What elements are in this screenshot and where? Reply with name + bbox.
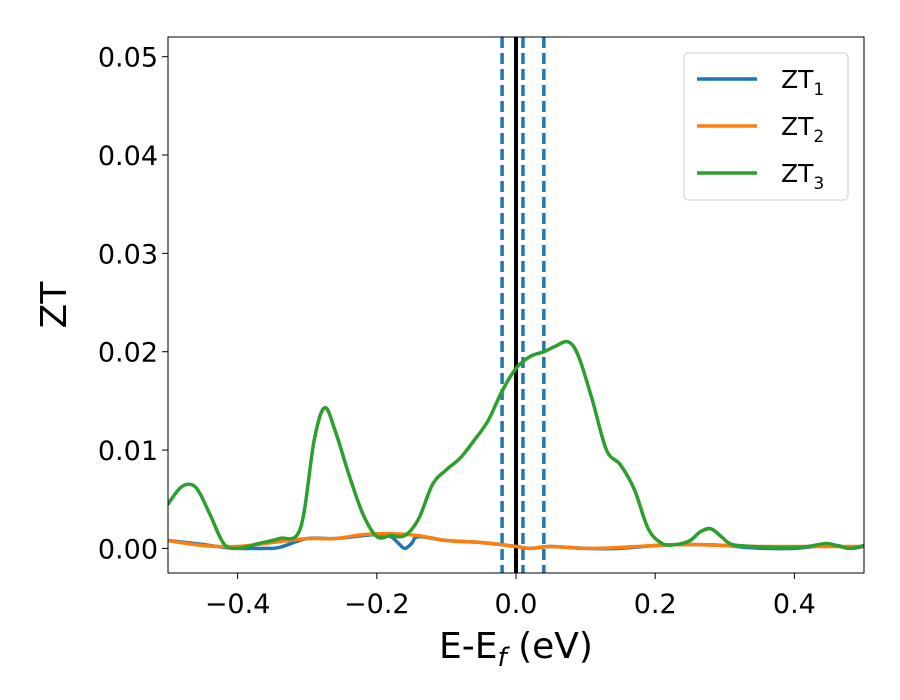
y-tick-label: 0.00 xyxy=(98,534,158,565)
x-axis-ticks: −0.4 −0.2 0.0 0.2 0.4 xyxy=(205,573,816,620)
y-tick-label: 0.01 xyxy=(98,436,158,467)
y-tick-label: 0.02 xyxy=(98,338,158,369)
y-axis-title: ZT xyxy=(34,281,75,329)
legend: ZT1 ZT2 ZT3 xyxy=(683,52,849,201)
x-tick-label: 0.0 xyxy=(495,589,538,620)
x-tick-label: −0.4 xyxy=(205,589,271,620)
y-tick-label: 0.04 xyxy=(98,141,158,172)
y-tick-label: 0.03 xyxy=(98,239,158,270)
x-axis-title: E-Ef (eV) xyxy=(439,626,593,673)
y-axis-ticks: 0.00 0.01 0.02 0.03 0.04 0.05 xyxy=(98,43,168,565)
y-tick-label: 0.05 xyxy=(98,43,158,74)
reference-lines xyxy=(500,37,546,573)
x-tick-label: 0.2 xyxy=(634,589,677,620)
series-lines xyxy=(168,339,864,551)
x-tick-label: −0.2 xyxy=(344,589,410,620)
legend-label-zt2: ZT2 xyxy=(781,112,824,147)
legend-label-zt1: ZT1 xyxy=(781,65,824,100)
legend-box xyxy=(683,52,849,201)
legend-label-zt3: ZT3 xyxy=(781,159,824,194)
series-line-zt3 xyxy=(168,339,864,551)
x-tick-label: 0.4 xyxy=(773,589,816,620)
